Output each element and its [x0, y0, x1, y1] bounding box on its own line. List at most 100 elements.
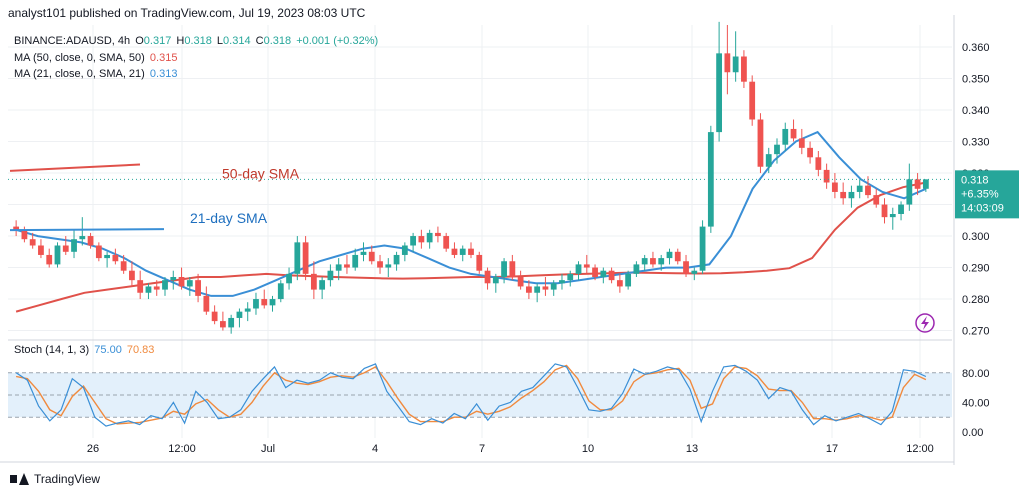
- candle-body: [286, 273, 292, 284]
- sma21-annotation-text: 21-day SMA: [190, 210, 268, 226]
- stoch-k-value: 75.00: [94, 344, 122, 356]
- candle-body: [501, 261, 507, 277]
- candle-body: [749, 81, 756, 120]
- time-tick-label: 17: [826, 443, 838, 455]
- open-label: O: [135, 35, 144, 47]
- candle-body: [195, 280, 201, 296]
- candle-body: [468, 248, 474, 255]
- candle-body: [253, 299, 259, 309]
- tradingview-brand-name: TradingView: [34, 472, 101, 486]
- candle-body: [29, 239, 36, 246]
- price-tick-label: 0.340: [962, 105, 990, 117]
- candle-body: [104, 254, 111, 259]
- candle-body: [310, 273, 317, 290]
- candle-body: [641, 258, 648, 265]
- candle-body: [625, 273, 632, 287]
- candle-body: [426, 232, 433, 243]
- candle-body: [137, 280, 144, 293]
- candle-body: [906, 179, 913, 205]
- stoch-d-path: [15, 364, 927, 425]
- candle-body: [244, 308, 251, 312]
- candle-body: [21, 229, 28, 240]
- grid-lines: [8, 25, 952, 438]
- ma21-label: MA (21, close, 0, SMA, 21): [14, 68, 145, 80]
- candle-body: [583, 264, 590, 268]
- candle-body: [575, 264, 582, 274]
- price-tag-box: [955, 170, 1019, 219]
- candle-body: [815, 157, 822, 170]
- tradingview-logo-icon: [10, 472, 29, 486]
- price-tick-label: 0.300: [962, 231, 990, 243]
- ma21-line: [15, 130, 927, 297]
- time-tick-label: 26: [87, 443, 99, 455]
- candle-body: [600, 270, 607, 277]
- price-tag-countdown: 14:03:09: [961, 202, 1004, 214]
- time-tick-label: 12:00: [906, 443, 934, 455]
- candle-body: [774, 144, 780, 155]
- candle-body: [517, 277, 524, 287]
- candle-body: [716, 53, 723, 133]
- close-label: C: [255, 35, 264, 47]
- candle-body: [732, 56, 739, 73]
- candle-body: [914, 179, 921, 189]
- ma50-legend: MA (50, close, 0, SMA, 50) 0.315: [14, 52, 177, 64]
- candle-body: [666, 251, 673, 259]
- low-value: 0.314: [223, 35, 251, 47]
- price-tick-label: 0.290: [962, 263, 990, 275]
- candle-body: [484, 270, 491, 284]
- time-tick-label: Jul: [261, 443, 275, 455]
- candle-body: [95, 245, 102, 259]
- candle-body: [410, 236, 417, 246]
- candle-body: [765, 154, 772, 167]
- candle-body: [658, 258, 665, 265]
- ma21-legend: MA (21, close, 0, SMA, 21) 0.313: [14, 68, 177, 80]
- open-value: 0.317: [143, 35, 172, 47]
- annotations: 50-day SMA 21-day SMA: [9, 163, 935, 333]
- time-tick-label: 4: [372, 443, 378, 455]
- candle-body: [592, 267, 598, 277]
- candle-body: [567, 273, 574, 281]
- candle-body: [170, 277, 177, 281]
- candle-body: [790, 128, 797, 139]
- candle-body: [707, 132, 714, 227]
- candle-body: [616, 280, 623, 287]
- price-tick-label: 0.330: [962, 137, 990, 149]
- candle-body: [368, 251, 375, 262]
- flash-icon-bolt: [921, 316, 929, 330]
- low-label: L: [216, 35, 224, 47]
- candle-body: [162, 280, 168, 290]
- ma50-label: MA (50, close, 0, SMA, 50): [14, 52, 145, 64]
- candle-body: [451, 248, 458, 255]
- candle-body: [219, 321, 226, 328]
- stoch-label: Stoch (14, 1, 3): [14, 344, 90, 356]
- tradingview-logo[interactable]: TradingView: [10, 472, 100, 486]
- stoch-tick-label: 40.00: [962, 397, 990, 409]
- high-label: H: [176, 35, 185, 47]
- candle-body: [550, 283, 557, 290]
- price-tick-label: 0.350: [962, 74, 990, 86]
- candle-body: [302, 242, 309, 274]
- ma21-value: 0.313: [149, 68, 178, 80]
- price-tag: 0.318 +6.35% 14:03:09: [8, 170, 1019, 219]
- stoch-tick-label: 80.00: [962, 368, 990, 380]
- candle-body: [236, 311, 243, 318]
- candle-body: [211, 311, 218, 322]
- candle-body: [525, 286, 532, 293]
- stoch-legend: Stoch (14, 1, 3) 75.00 70.83: [14, 344, 154, 356]
- candle-body: [840, 191, 847, 199]
- candle-body: [145, 286, 152, 293]
- candle-body: [178, 277, 185, 287]
- axes: 0.3600.3500.3400.3300.3200.3100.3000.290…: [0, 15, 990, 465]
- candle-body: [674, 251, 681, 262]
- candle-body: [62, 245, 69, 252]
- candle-body: [327, 270, 334, 281]
- stoch-k-path: [15, 363, 927, 427]
- candle-body: [261, 299, 268, 306]
- time-tick-label: 13: [686, 443, 698, 455]
- price-tick-label: 0.280: [962, 294, 990, 306]
- candle-body: [377, 261, 383, 268]
- candle-body: [335, 264, 342, 271]
- candle-body: [203, 295, 210, 312]
- ma21-path: [15, 130, 927, 297]
